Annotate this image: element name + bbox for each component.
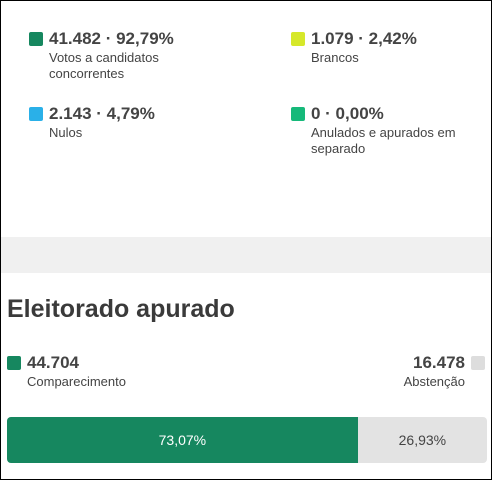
result-null: 2.143 · 4,79% Nulos	[29, 104, 155, 141]
blank-color-swatch	[291, 32, 305, 46]
turnout-value: 44.704	[27, 353, 79, 372]
result-candidates: 41.482 · 92,79% Votos a candidatos conco…	[29, 29, 199, 82]
candidates-color-swatch	[29, 32, 43, 46]
annulled-color-swatch	[291, 107, 305, 121]
result-annulled: 0 · 0,00% Anulados e apurados em separad…	[291, 104, 461, 157]
abstention-bar-segment: 26,93%	[398, 432, 447, 448]
result-blank: 1.079 · 2,42% Brancos	[291, 29, 417, 66]
abstention-value: 16.478	[413, 353, 465, 372]
blank-label: Brancos	[311, 50, 359, 65]
blank-value: 1.079 · 2,42%	[311, 29, 417, 48]
null-value: 2.143 · 4,79%	[49, 104, 155, 123]
turnout-bar-fill: 73,07%	[7, 417, 358, 463]
abstention-stat: 16.478 Abstenção	[404, 353, 485, 390]
candidates-label: Votos a candidatos concorrentes	[49, 50, 159, 81]
null-label: Nulos	[49, 125, 83, 140]
turnout-label: Comparecimento	[27, 374, 126, 389]
annulled-value: 0 · 0,00%	[311, 104, 384, 123]
null-color-swatch	[29, 107, 43, 121]
abstention-label: Abstenção	[403, 374, 465, 389]
turnout-color-swatch	[7, 356, 21, 370]
abstention-color-swatch	[471, 356, 485, 370]
electorate-title: Eleitorado apurado	[7, 295, 235, 323]
annulled-label: Anulados e apurados em separado	[311, 125, 456, 156]
candidates-value: 41.482 · 92,79%	[49, 29, 174, 48]
section-divider	[1, 237, 491, 273]
turnout-bar: 73,07% 26,93%	[7, 417, 487, 463]
turnout-stat: 44.704 Comparecimento	[7, 353, 126, 390]
